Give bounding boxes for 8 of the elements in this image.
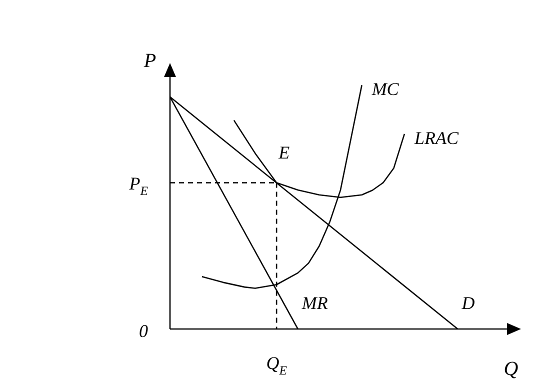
annotation: E bbox=[278, 142, 290, 163]
text: 0 bbox=[139, 321, 148, 341]
series-label: MC bbox=[370, 79, 400, 100]
y-axis-title: P bbox=[142, 50, 156, 72]
series-label: D bbox=[460, 293, 475, 313]
x-axis-title: Q bbox=[504, 358, 519, 380]
series-label: LRAC bbox=[413, 128, 460, 148]
series-label: MR bbox=[300, 293, 328, 313]
